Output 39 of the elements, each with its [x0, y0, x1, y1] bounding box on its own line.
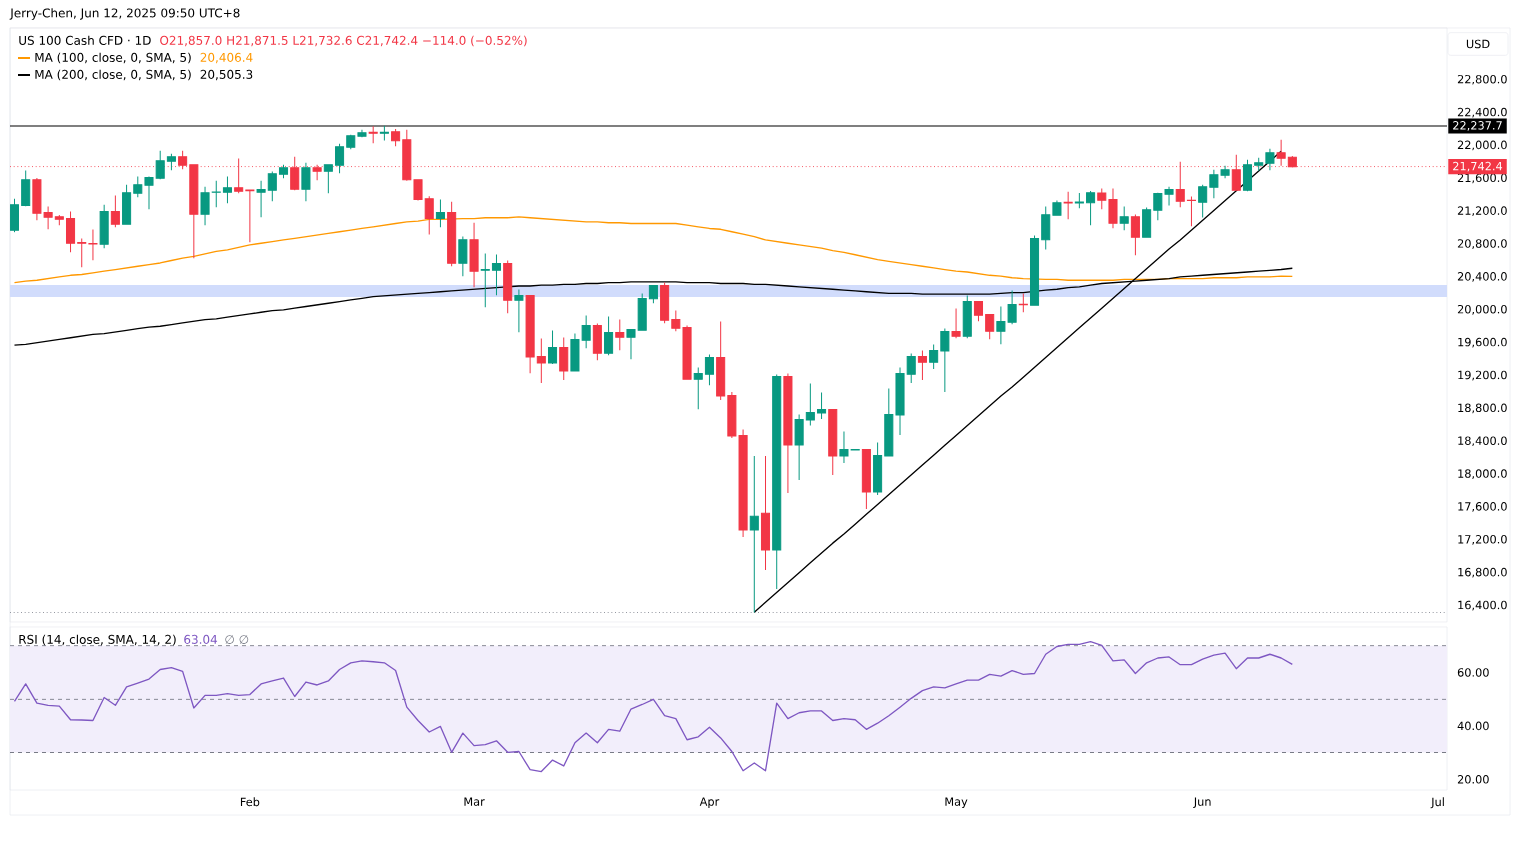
y-tick-label: 20,000.0	[1457, 304, 1507, 315]
annotation: 20,505.3	[200, 69, 253, 81]
x-tick-label: Jun	[1193, 797, 1211, 808]
annotation: 20,406.4	[200, 52, 253, 64]
x-tick-label: Feb	[240, 797, 260, 807]
y-tick-label: 16,400.0	[1458, 600, 1507, 611]
y-tick-label: 18,800.0	[1458, 403, 1507, 414]
y-tick-label: 18,000.0	[1458, 469, 1507, 479]
text: US 100 Cash CFD · 1D	[19, 35, 151, 45]
y-tick-label: 60.00	[1457, 668, 1489, 677]
y-tick-label: 19,200.0	[1458, 370, 1507, 381]
text: Jerry-Chen, Jun 12, 2025 09:50 UTC+8	[9, 8, 240, 20]
y-tick-label: 17,200.0	[1458, 534, 1507, 545]
x-tick-label: Mar	[464, 797, 485, 806]
y-tick-label: 21,200.0	[1457, 206, 1507, 217]
y-tick-label: 40.00	[1457, 721, 1489, 731]
y-tick-label: 18,400.0	[1458, 436, 1507, 447]
x-tick-label: May	[945, 797, 968, 808]
ref-line-label: 21,742.4	[1453, 161, 1503, 172]
y-tick-label: 19,600.0	[1458, 337, 1507, 348]
y-tick-label: 16,800.0	[1458, 567, 1507, 578]
y-tick-label: 20,400.0	[1457, 272, 1507, 282]
text: O21,857.0 H21,871.5 L21,732.6 C21,742.4 −114.0 (−0.52%)	[160, 35, 527, 47]
legend-label: MA (100, close, 0, SMA, 5)	[35, 52, 191, 64]
legend-label: MA (200, close, 0, SMA, 5)	[35, 69, 191, 81]
annotation: 63.04	[184, 634, 218, 644]
ref-line-label: 22,237.7	[1453, 121, 1502, 131]
text: USD	[1466, 39, 1490, 49]
x-tick-label: Jul	[1430, 797, 1444, 809]
y-tick-label: 22,400.0	[1457, 107, 1507, 118]
text: RSI (14, close, SMA, 14, 2)	[19, 634, 176, 646]
y-tick-label: 17,600.0	[1458, 502, 1507, 512]
x-tick-label: Apr	[699, 797, 720, 808]
y-tick-label: 22,000.0	[1457, 140, 1507, 151]
y-tick-label: 20,800.0	[1457, 239, 1507, 249]
y-tick-label: 20.00	[1457, 775, 1489, 784]
annotation: ∅ ∅	[225, 635, 249, 644]
y-tick-label: 22,800.0	[1457, 74, 1507, 85]
y-tick-label: 21,600.0	[1457, 173, 1507, 184]
